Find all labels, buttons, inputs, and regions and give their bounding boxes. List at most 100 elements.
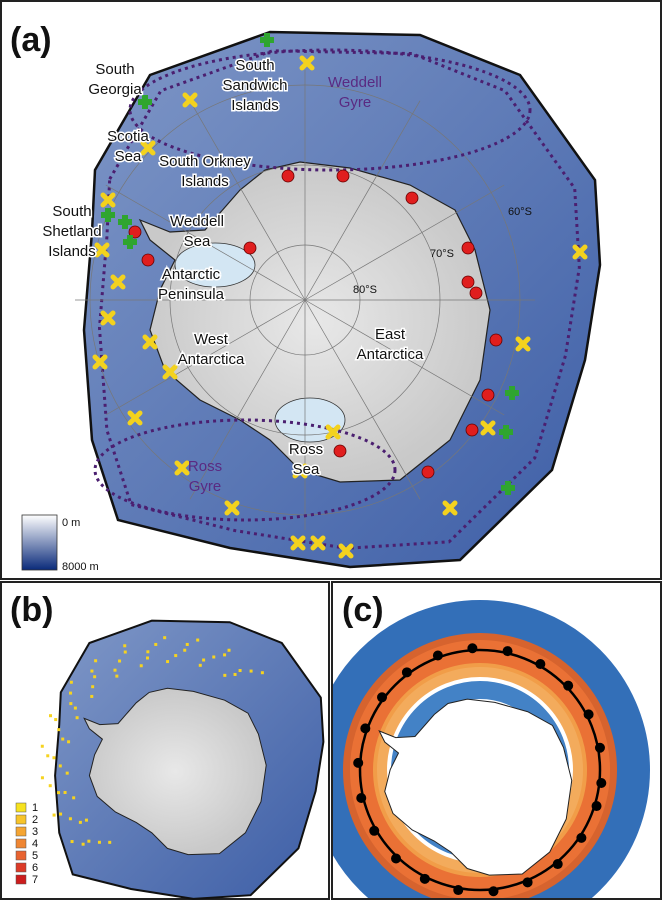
red-dot bbox=[337, 170, 349, 182]
buoy bbox=[433, 650, 443, 660]
sighting bbox=[98, 841, 101, 844]
depth-legend-label: 0 m bbox=[62, 517, 80, 529]
sighting bbox=[115, 675, 118, 678]
buoy bbox=[595, 743, 605, 753]
place-label: Sea bbox=[293, 461, 320, 478]
place-label: East bbox=[375, 326, 406, 343]
red-dot bbox=[462, 242, 474, 254]
place-label: Sandwich bbox=[222, 77, 287, 94]
sighting bbox=[146, 650, 149, 653]
sighting bbox=[57, 791, 60, 794]
sighting bbox=[212, 655, 215, 658]
sighting bbox=[228, 649, 231, 652]
depth-legend-label: 8000 m bbox=[62, 561, 99, 573]
sighting bbox=[67, 740, 70, 743]
sighting bbox=[174, 654, 177, 657]
legend-label: 6 bbox=[32, 862, 38, 874]
buoy bbox=[584, 709, 594, 719]
buoy bbox=[535, 659, 545, 669]
buoy bbox=[563, 681, 573, 691]
legend-swatch bbox=[16, 875, 26, 884]
sighting bbox=[90, 670, 93, 673]
red-dot bbox=[334, 445, 346, 457]
legend-swatch bbox=[16, 863, 26, 872]
yellow-cross bbox=[113, 277, 123, 287]
sighting bbox=[93, 675, 96, 678]
place-label: Antarctica bbox=[357, 346, 424, 363]
place-label: Antarctica bbox=[178, 351, 245, 368]
place-label: Peninsula bbox=[158, 286, 225, 303]
yellow-cross bbox=[341, 546, 351, 556]
sighting bbox=[87, 840, 90, 843]
yellow-cross bbox=[145, 337, 155, 347]
sighting bbox=[223, 653, 226, 656]
buoy bbox=[353, 758, 363, 768]
buoy bbox=[360, 723, 370, 733]
yellow-cross bbox=[227, 503, 237, 513]
legend-label: 5 bbox=[32, 850, 38, 862]
legend-label: 7 bbox=[32, 874, 38, 886]
sighting bbox=[91, 685, 94, 688]
latitude-label: 80°S bbox=[353, 284, 377, 296]
sighting bbox=[108, 841, 111, 844]
panel-tag: (c) bbox=[342, 591, 384, 629]
yellow-cross bbox=[302, 58, 312, 68]
buoy bbox=[391, 853, 401, 863]
sighting bbox=[64, 791, 67, 794]
red-dot bbox=[462, 276, 474, 288]
sighting bbox=[234, 673, 237, 676]
sighting bbox=[118, 660, 121, 663]
red-dot bbox=[406, 192, 418, 204]
yellow-cross bbox=[97, 245, 107, 255]
place-label: Antarctic bbox=[162, 266, 221, 283]
red-dot bbox=[466, 424, 478, 436]
sighting bbox=[52, 756, 55, 759]
legend-label: 1 bbox=[32, 802, 38, 814]
red-dot bbox=[244, 242, 256, 254]
depth-legend-bar bbox=[22, 515, 57, 570]
buoy bbox=[402, 667, 412, 677]
sighting bbox=[196, 639, 199, 642]
sighting bbox=[140, 664, 143, 667]
yellow-cross bbox=[95, 357, 105, 367]
sighting bbox=[66, 772, 69, 775]
sighting bbox=[74, 707, 77, 710]
buoy bbox=[488, 886, 498, 896]
latitude-label: 60°S bbox=[508, 206, 532, 218]
sighting bbox=[239, 669, 242, 672]
place-label: Weddell bbox=[170, 213, 224, 230]
place-label: Islands bbox=[181, 173, 229, 190]
buoy bbox=[356, 793, 366, 803]
latitude-label: 70°S bbox=[430, 248, 454, 260]
yellow-cross bbox=[575, 247, 585, 257]
red-dot bbox=[482, 389, 494, 401]
sighting bbox=[54, 718, 57, 721]
buoy bbox=[420, 874, 430, 884]
sighting bbox=[41, 745, 44, 748]
red-dot bbox=[142, 254, 154, 266]
legend-swatch bbox=[16, 827, 26, 836]
panel-tag: (a) bbox=[10, 21, 52, 59]
sighting bbox=[49, 714, 52, 717]
place-label: Sea bbox=[184, 233, 211, 250]
buoy bbox=[596, 778, 606, 788]
figure: 0 m8000 mSouthGeorgiaSouthSandwichIsland… bbox=[0, 0, 662, 900]
sighting bbox=[69, 702, 72, 705]
buoy bbox=[553, 859, 563, 869]
buoy bbox=[453, 885, 463, 895]
yellow-cross bbox=[293, 538, 303, 548]
gyre-label: Weddell bbox=[328, 74, 382, 91]
place-label: Scotia bbox=[107, 128, 149, 145]
sighting bbox=[72, 796, 75, 799]
sighting bbox=[202, 659, 205, 662]
yellow-cross bbox=[185, 95, 195, 105]
yellow-cross bbox=[518, 339, 528, 349]
place-label: Ross bbox=[289, 441, 323, 458]
yellow-cross bbox=[130, 413, 140, 423]
yellow-cross bbox=[165, 367, 175, 377]
sighting bbox=[166, 660, 169, 663]
sighting bbox=[223, 674, 226, 677]
sighting bbox=[69, 817, 72, 820]
buoy bbox=[592, 801, 602, 811]
sighting bbox=[59, 764, 62, 767]
